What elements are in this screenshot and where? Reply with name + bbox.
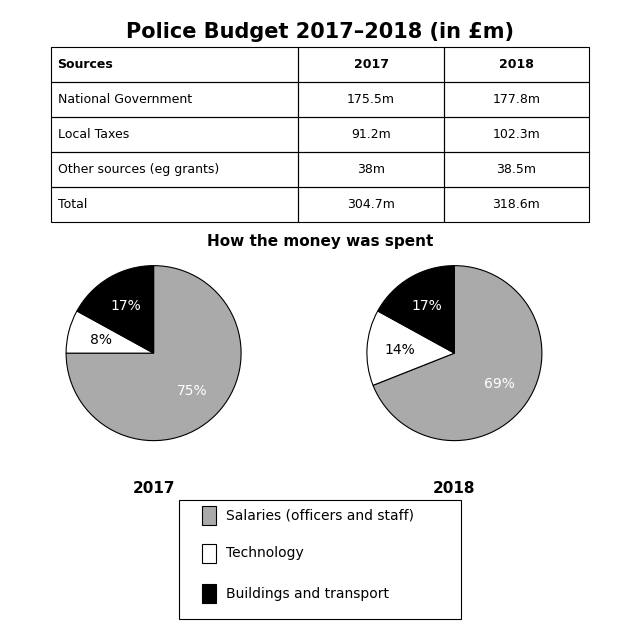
Text: 2017: 2017 bbox=[132, 481, 175, 496]
Text: 69%: 69% bbox=[484, 377, 515, 391]
Text: Police Budget 2017–2018 (in £m): Police Budget 2017–2018 (in £m) bbox=[126, 22, 514, 42]
Text: Total: Total bbox=[58, 198, 87, 211]
Wedge shape bbox=[77, 266, 154, 353]
Text: Local Taxes: Local Taxes bbox=[58, 128, 129, 141]
Text: 38m: 38m bbox=[357, 163, 385, 176]
Text: 177.8m: 177.8m bbox=[492, 93, 540, 106]
Text: 75%: 75% bbox=[177, 384, 207, 399]
Text: Buildings and transport: Buildings and transport bbox=[226, 587, 388, 601]
Text: 8%: 8% bbox=[90, 332, 112, 347]
Text: 17%: 17% bbox=[412, 299, 442, 313]
Text: 102.3m: 102.3m bbox=[492, 128, 540, 141]
Wedge shape bbox=[66, 311, 154, 353]
Text: 91.2m: 91.2m bbox=[351, 128, 391, 141]
Text: Technology: Technology bbox=[226, 546, 303, 560]
Text: 17%: 17% bbox=[111, 299, 141, 313]
Text: 304.7m: 304.7m bbox=[347, 198, 395, 211]
Text: Sources: Sources bbox=[58, 58, 113, 71]
Wedge shape bbox=[378, 266, 454, 353]
Wedge shape bbox=[373, 266, 542, 441]
Text: 318.6m: 318.6m bbox=[492, 198, 540, 211]
Text: 14%: 14% bbox=[385, 342, 415, 357]
Wedge shape bbox=[367, 311, 454, 386]
Text: 175.5m: 175.5m bbox=[347, 93, 395, 106]
Text: National Government: National Government bbox=[58, 93, 192, 106]
Text: 2017: 2017 bbox=[353, 58, 388, 71]
Text: 38.5m: 38.5m bbox=[496, 163, 536, 176]
Text: Other sources (eg grants): Other sources (eg grants) bbox=[58, 163, 219, 176]
Text: Salaries (officers and staff): Salaries (officers and staff) bbox=[226, 509, 413, 522]
Wedge shape bbox=[66, 266, 241, 441]
Text: 2018: 2018 bbox=[499, 58, 534, 71]
Text: 2018: 2018 bbox=[433, 481, 476, 496]
Text: How the money was spent: How the money was spent bbox=[207, 234, 433, 249]
